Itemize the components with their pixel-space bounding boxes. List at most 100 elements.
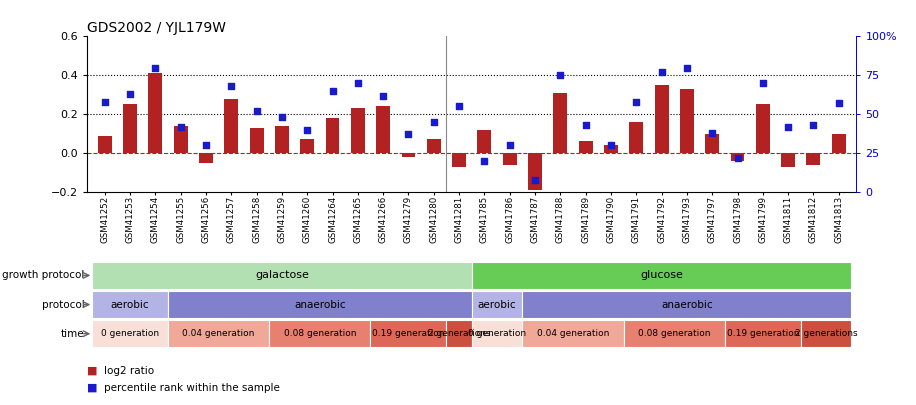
Point <box>249 108 264 114</box>
Text: ■: ■ <box>87 383 97 392</box>
Bar <box>801 320 851 347</box>
Bar <box>624 320 725 347</box>
Bar <box>275 126 289 153</box>
Bar <box>224 99 238 153</box>
Bar <box>522 291 851 318</box>
Bar <box>528 153 542 190</box>
Bar <box>168 291 472 318</box>
Bar <box>629 122 643 153</box>
Text: anaerobic: anaerobic <box>294 300 345 309</box>
Bar <box>604 145 618 153</box>
Bar <box>503 153 517 165</box>
Point <box>325 87 340 94</box>
Text: percentile rank within the sample: percentile rank within the sample <box>104 383 279 392</box>
Point <box>477 158 492 164</box>
Bar <box>93 320 168 347</box>
Point <box>148 64 163 71</box>
Bar <box>93 262 472 289</box>
Text: 0.08 generation: 0.08 generation <box>638 329 711 338</box>
Bar <box>351 109 365 153</box>
Text: 0.04 generation: 0.04 generation <box>182 329 255 338</box>
Bar <box>553 93 567 153</box>
Bar <box>401 153 416 157</box>
Point <box>123 91 137 97</box>
Point <box>806 122 821 128</box>
Bar <box>705 134 719 153</box>
Point <box>275 114 289 121</box>
Text: 0.19 generation: 0.19 generation <box>372 329 444 338</box>
Point <box>97 98 112 105</box>
Bar <box>325 118 340 153</box>
Text: aerobic: aerobic <box>478 300 517 309</box>
Bar <box>472 320 522 347</box>
Point <box>730 155 745 161</box>
Point <box>300 126 314 133</box>
Text: time: time <box>61 329 84 339</box>
Point <box>578 122 593 128</box>
Text: 0 generation: 0 generation <box>468 329 526 338</box>
Point <box>654 69 669 75</box>
Point <box>452 103 466 110</box>
Text: growth protocol: growth protocol <box>3 271 84 280</box>
Bar <box>123 104 137 153</box>
Point <box>401 131 416 138</box>
Point <box>173 124 188 130</box>
Text: log2 ratio: log2 ratio <box>104 366 154 375</box>
Bar <box>376 107 390 153</box>
Point <box>427 119 442 125</box>
Bar <box>756 104 769 153</box>
Bar <box>731 153 745 161</box>
Bar <box>522 320 624 347</box>
Bar <box>168 320 269 347</box>
Text: glucose: glucose <box>640 271 683 280</box>
Point <box>528 176 542 183</box>
Text: galactose: galactose <box>255 271 309 280</box>
Bar <box>250 128 264 153</box>
Bar <box>472 262 851 289</box>
Bar <box>477 130 491 153</box>
Text: GDS2002 / YJL179W: GDS2002 / YJL179W <box>87 21 226 35</box>
Point <box>224 83 238 90</box>
Bar <box>472 291 522 318</box>
Bar <box>174 126 188 153</box>
Bar <box>446 320 472 347</box>
Point <box>604 142 618 149</box>
Text: 0.19 generation: 0.19 generation <box>726 329 799 338</box>
Point <box>553 72 568 79</box>
Point <box>704 130 719 136</box>
Bar <box>269 320 370 347</box>
Point <box>199 142 213 149</box>
Text: 0.04 generation: 0.04 generation <box>537 329 609 338</box>
Bar <box>300 139 314 153</box>
Text: 0.08 generation: 0.08 generation <box>284 329 356 338</box>
Bar <box>93 291 168 318</box>
Bar <box>725 320 801 347</box>
Point <box>502 142 517 149</box>
Point <box>832 100 846 107</box>
Text: 2 generations: 2 generations <box>795 329 857 338</box>
Point <box>351 80 365 86</box>
Text: ■: ■ <box>87 366 97 375</box>
Point <box>376 92 390 99</box>
Text: anaerobic: anaerobic <box>661 300 713 309</box>
Point <box>756 80 770 86</box>
Text: aerobic: aerobic <box>111 300 149 309</box>
Bar <box>370 320 446 347</box>
Point <box>680 64 694 71</box>
Bar <box>655 85 669 153</box>
Bar <box>148 73 162 153</box>
Bar <box>199 153 213 163</box>
Text: protocol: protocol <box>42 300 84 309</box>
Text: 2 generations: 2 generations <box>428 329 490 338</box>
Point <box>780 124 795 130</box>
Bar <box>781 153 795 167</box>
Bar <box>806 153 821 165</box>
Bar <box>579 141 593 153</box>
Bar <box>832 134 845 153</box>
Bar <box>680 89 693 153</box>
Bar <box>427 139 441 153</box>
Bar <box>98 136 112 153</box>
Bar <box>453 153 466 167</box>
Text: 0 generation: 0 generation <box>101 329 159 338</box>
Point <box>629 98 644 105</box>
